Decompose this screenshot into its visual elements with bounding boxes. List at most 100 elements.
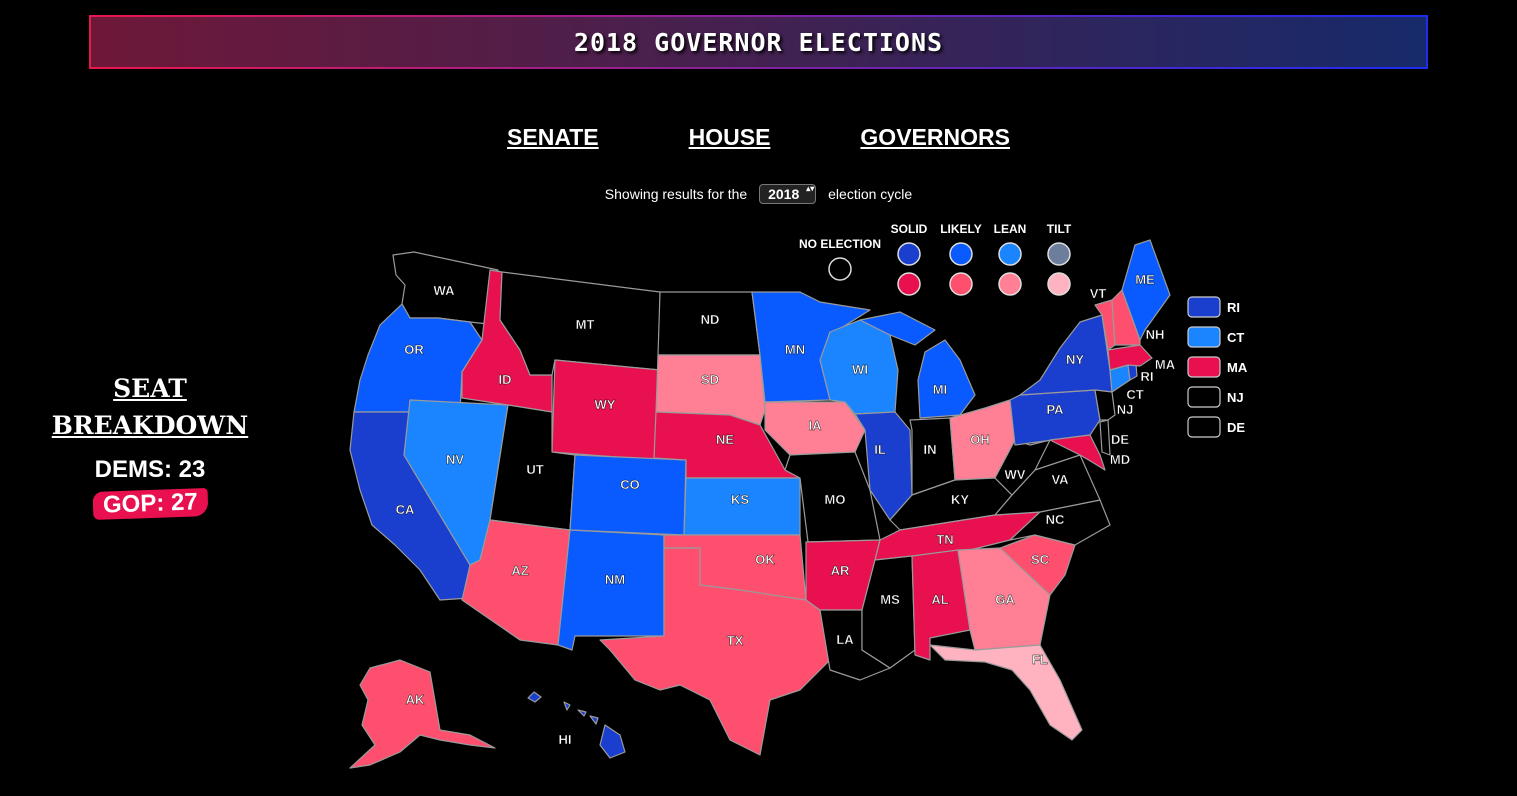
small-state-label-de: DE	[1227, 420, 1245, 435]
state-label-vt: VT	[1090, 286, 1107, 301]
state-fl[interactable]	[929, 644, 1083, 741]
state-ak[interactable]	[349, 659, 496, 769]
state-label-md: MD	[1110, 452, 1130, 467]
legend-swatch-dem-tilt[interactable]	[1047, 242, 1071, 266]
state-label-mi: MI	[933, 382, 947, 397]
state-label-pa: PA	[1046, 402, 1064, 417]
breakdown-title-line2: BREAKDOWN	[51, 411, 249, 440]
legend-swatch-dem-likely[interactable]	[949, 242, 973, 266]
legend-swatch-gop-likely[interactable]	[949, 272, 973, 296]
state-co[interactable]	[569, 454, 687, 536]
legend-swatch-dem-lean[interactable]	[998, 242, 1022, 266]
state-md[interactable]	[1049, 434, 1106, 471]
state-label-co: CO	[620, 477, 640, 492]
state-label-me: ME	[1135, 272, 1155, 287]
nav-house-link[interactable]: HOUSE	[688, 124, 771, 150]
state-de[interactable]	[1099, 419, 1111, 456]
legend-swatch-gop-tilt[interactable]	[1047, 272, 1071, 296]
state-label-nh: NH	[1146, 327, 1165, 342]
state-label-hi: HI	[559, 732, 572, 747]
rating-legend: NO ELECTION SOLID LIKELY LEAN TILT	[799, 222, 1072, 296]
cycle-prefix: Showing results for the	[604, 186, 748, 202]
legend-no-election-label: NO ELECTION	[799, 237, 881, 251]
state-label-ar: AR	[831, 563, 850, 578]
state-label-ca: CA	[396, 502, 415, 517]
page-title: 2018 GOVERNOR ELECTIONS	[573, 27, 944, 57]
dems-count: DEMS: 23	[94, 456, 206, 483]
state-label-ks: KS	[731, 492, 749, 507]
state-label-ia: IA	[809, 418, 823, 433]
state-nj[interactable]	[1094, 389, 1116, 421]
title-banner: 2018 GOVERNOR ELECTIONS	[89, 15, 1428, 69]
state-label-il: IL	[874, 442, 886, 457]
state-label-la: LA	[836, 632, 854, 647]
small-state-boxes: RI CT MA NJ DE	[1187, 296, 1248, 438]
cycle-select[interactable]: 2018	[759, 184, 817, 204]
state-label-ga: GA	[995, 592, 1015, 607]
state-label-wa: WA	[434, 283, 456, 298]
legend-no-election-swatch[interactable]	[828, 257, 852, 281]
state-label-tn: TN	[936, 532, 953, 547]
state-label-ct: CT	[1126, 387, 1143, 402]
legend-swatch-gop-solid[interactable]	[897, 272, 921, 296]
state-label-nj: NJ	[1117, 402, 1134, 417]
legend-col-lean: LEAN	[994, 222, 1027, 236]
state-label-mn: MN	[785, 342, 805, 357]
small-state-label-ma: MA	[1227, 360, 1248, 375]
state-label-ma: MA	[1155, 357, 1176, 372]
state-label-nd: ND	[701, 312, 720, 327]
state-sc[interactable]	[999, 534, 1076, 596]
state-label-ms: MS	[880, 592, 900, 607]
state-label-wv: WV	[1005, 467, 1026, 482]
state-label-sc: SC	[1031, 552, 1050, 567]
small-state-label-ri: RI	[1227, 300, 1240, 315]
small-state-box-nj[interactable]	[1187, 386, 1221, 408]
state-label-wy: WY	[595, 397, 616, 412]
state-label-ak: AK	[406, 692, 425, 707]
state-label-ne: NE	[716, 432, 734, 447]
state-label-nc: NC	[1046, 512, 1065, 527]
state-label-id: ID	[499, 372, 512, 387]
state-labels: WA OR CA NV ID MT WY UT AZ CO NM ND SD NE KS OK TX MN IA MO…	[395, 272, 1176, 747]
small-state-box-de[interactable]	[1187, 416, 1221, 438]
legend-col-tilt: TILT	[1047, 222, 1072, 236]
state-label-ny: NY	[1066, 352, 1084, 367]
state-label-oh: OH	[970, 432, 990, 447]
legend-col-likely: LIKELY	[940, 222, 982, 236]
legend-swatch-gop-lean[interactable]	[998, 272, 1022, 296]
state-mi[interactable]	[859, 311, 976, 419]
nav-governors-link[interactable]: GOVERNORS	[860, 124, 1010, 150]
state-label-wi: WI	[852, 362, 868, 377]
legend-col-solid: SOLID	[891, 222, 928, 236]
cycle-suffix: election cycle	[828, 186, 913, 202]
state-label-ok: OK	[755, 552, 775, 567]
state-label-al: AL	[931, 592, 948, 607]
state-nm[interactable]	[557, 529, 665, 651]
state-tx[interactable]	[599, 547, 831, 756]
state-or[interactable]	[353, 303, 483, 413]
small-state-box-ct[interactable]	[1187, 326, 1221, 348]
small-state-box-ma[interactable]	[1187, 356, 1221, 378]
race-nav: SENATE HOUSE GOVERNORS	[0, 124, 1517, 151]
legend-swatch-dem-solid[interactable]	[897, 242, 921, 266]
state-hi[interactable]	[527, 691, 626, 759]
state-label-nm: NM	[605, 572, 625, 587]
state-label-sd: SD	[701, 372, 719, 387]
small-state-label-nj: NJ	[1227, 390, 1244, 405]
state-label-in: IN	[924, 442, 937, 457]
breakdown-title-line1: SEAT	[113, 374, 187, 403]
state-label-ri: RI	[1141, 369, 1154, 384]
state-nh[interactable]	[1111, 289, 1141, 346]
state-label-de: DE	[1111, 432, 1129, 447]
nav-senate-link[interactable]: SENATE	[507, 124, 599, 150]
state-ri[interactable]	[1127, 363, 1138, 381]
seat-breakdown: SEAT BREAKDOWN DEMS: 23 GOP: 27	[40, 370, 260, 520]
state-label-ky: KY	[951, 492, 969, 507]
state-label-nv: NV	[446, 452, 464, 467]
small-state-label-ct: CT	[1227, 330, 1244, 345]
state-vt[interactable]	[1094, 299, 1116, 351]
small-state-box-ri[interactable]	[1187, 296, 1221, 318]
state-me[interactable]	[1121, 239, 1171, 341]
state-label-ut: UT	[526, 462, 543, 477]
